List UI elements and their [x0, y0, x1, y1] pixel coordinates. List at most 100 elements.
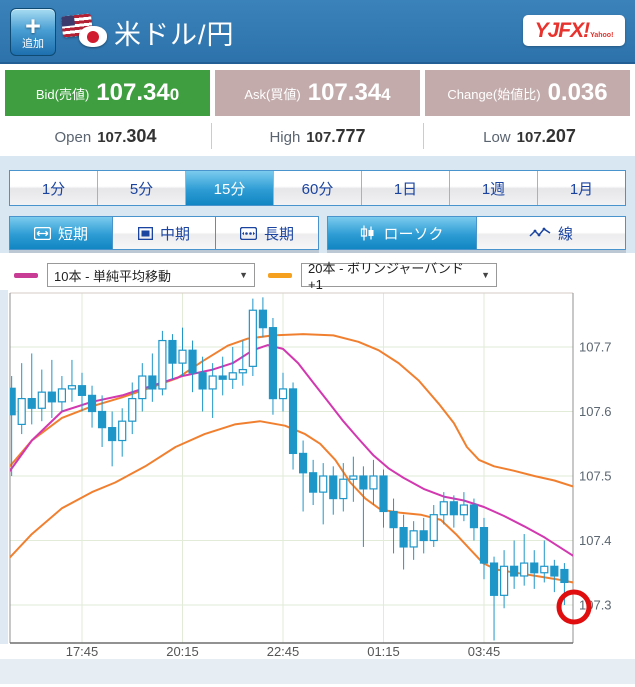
open-label: Open [54, 128, 92, 146]
dropdown-arrow-icon: ▼ [239, 270, 248, 280]
add-button-label: 追加 [22, 37, 44, 50]
y-axis-label: 107.5 [579, 469, 612, 484]
range-short-button[interactable]: 短期 [10, 217, 113, 249]
candle-down [419, 530, 428, 542]
change-label: Change(始値比) [447, 86, 541, 102]
plus-icon: + [25, 10, 41, 41]
candle-up [138, 375, 147, 400]
low-cell: Low 107.207 [424, 126, 635, 147]
candle-up [238, 368, 247, 374]
ask-value: 107.344 [307, 79, 391, 106]
header: + 追加 米ドル/円 YJFX! Yahoo! [0, 0, 635, 64]
price-chart: 107.7 107.6 107.5 107.4 107.3 17:45 20:15 22:45… [0, 290, 635, 684]
range-mid-label: 中期 [159, 225, 190, 243]
yjfx-logo[interactable]: YJFX! Yahoo! [523, 15, 625, 46]
candle-up [57, 388, 67, 403]
timeframe-tabs: 1分 5分 15分 60分 1日 1週 1月 [9, 170, 626, 206]
yjfx-logo-subtext: Yahoo! [590, 32, 614, 39]
tab-1week[interactable]: 1週 [450, 171, 538, 205]
currency-pair-flags [60, 13, 110, 51]
candlestick-style-button[interactable]: ローソク [328, 217, 477, 249]
yjfx-logo-text: YJFX! [534, 18, 591, 42]
tab-1min[interactable]: 1分 [10, 171, 98, 205]
candle-up [118, 420, 127, 442]
indicator-row: 10本 - 単純平均移動 ▼ 20本 - ボリンジャーバンド+1 ▼ [0, 253, 635, 292]
candle-up [369, 475, 378, 490]
chart-left-margin [0, 290, 8, 644]
bollinger-indicator-value: 20本 - ボリンジャーバンド+1 [308, 261, 464, 292]
change-panel: Change(始値比) 0.036 [425, 70, 630, 116]
candle-up [409, 530, 418, 548]
tab-60min[interactable]: 60分 [274, 171, 362, 205]
bid-label: Bid(売値) [35, 86, 90, 102]
pair-title: 米ドル/円 [114, 20, 235, 50]
candles [10, 297, 569, 641]
candle-down [218, 375, 227, 380]
range-mid-button[interactable]: 中期 [113, 217, 216, 249]
divider [211, 123, 212, 149]
range-long-label: 長期 [263, 225, 294, 243]
candle-down [530, 562, 539, 574]
candlestick-icon [361, 225, 374, 241]
candle-up [17, 397, 26, 425]
candle-up [319, 475, 328, 493]
tab-5min[interactable]: 5分 [98, 171, 186, 205]
range-long-button[interactable]: 長期 [216, 217, 318, 249]
chart-controls: 短期 中期 長期 [9, 216, 626, 250]
candle-down [148, 375, 157, 390]
candle-down [550, 565, 559, 577]
candlestick-style-label: ローソク [383, 225, 444, 243]
ask-panel: Ask(買値) 107.344 [215, 70, 420, 116]
candle-down [168, 339, 177, 364]
candle-down [389, 510, 398, 529]
ohl-row: Open 107.304 High 107.777 Low 107.207 [0, 116, 635, 156]
candle-up [37, 391, 46, 409]
candle-up [128, 397, 137, 422]
candle-down [379, 475, 388, 513]
line-style-button[interactable]: 線 [477, 217, 625, 249]
candle-down [560, 568, 569, 584]
y-axis-label: 107.7 [579, 340, 612, 355]
candle-down [77, 385, 87, 396]
candle-down [449, 501, 458, 516]
sma-indicator-select[interactable]: 10本 - 単純平均移動 ▼ [47, 263, 255, 287]
annotation-circle [556, 589, 592, 625]
candle-down [47, 391, 56, 403]
x-axis-label: 17:45 [66, 644, 99, 659]
bollinger-indicator-select[interactable]: 20本 - ボリンジャーバンド+1 ▼ [301, 261, 497, 292]
candle-up [208, 375, 217, 390]
candle-up [248, 309, 257, 367]
high-cell: High 107.777 [212, 126, 423, 147]
candle-down [479, 527, 489, 564]
tab-15min[interactable]: 15分 [186, 171, 274, 205]
candle-up [178, 349, 187, 364]
dropdown-arrow-icon: ▼ [481, 270, 490, 280]
candle-down [359, 475, 368, 490]
candle-up [540, 565, 549, 574]
sma-indicator-value: 10本 - 単純平均移動 [54, 268, 172, 284]
low-label: Low [483, 128, 511, 146]
quote-row: Bid(売値) 107.340 Ask(買値) 107.344 Change(始… [0, 64, 635, 116]
tab-1day[interactable]: 1日 [362, 171, 450, 205]
tab-1month[interactable]: 1月 [538, 171, 625, 205]
open-cell: Open 107.304 [0, 126, 211, 147]
candle-down [97, 410, 107, 429]
candle-down [108, 427, 117, 442]
japan-flag-icon [79, 26, 107, 47]
candle-up [158, 339, 167, 390]
x-axis-label: 22:45 [267, 644, 300, 659]
sma-color-swatch [14, 272, 38, 278]
candle-up [500, 565, 509, 596]
x-axis-label: 01:15 [367, 644, 400, 659]
bid-value: 107.340 [96, 79, 180, 106]
divider [423, 123, 424, 149]
high-value: 107.777 [306, 125, 366, 146]
change-value: 0.036 [547, 79, 608, 106]
candle-down [198, 372, 207, 390]
candle-up [459, 504, 468, 516]
candle-up [429, 514, 438, 542]
open-value: 107.304 [97, 125, 157, 146]
add-pair-button[interactable]: + 追加 [10, 8, 56, 56]
candle-down [469, 504, 479, 529]
